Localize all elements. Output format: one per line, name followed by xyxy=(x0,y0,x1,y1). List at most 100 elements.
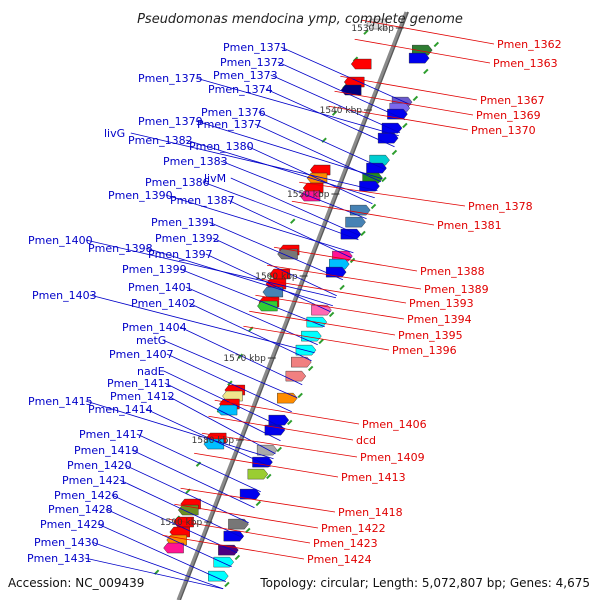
gene-feature-forward[interactable] xyxy=(256,444,278,456)
right-gene-label[interactable]: Pmen_1388 xyxy=(420,265,485,278)
left-gene-label[interactable]: Pmen_1420 xyxy=(67,459,132,472)
left-label-connector xyxy=(145,247,333,307)
left-gene-label[interactable]: Pmen_1428 xyxy=(48,503,113,516)
left-gene-label[interactable]: Pmen_1430 xyxy=(34,536,99,549)
left-gene-label[interactable]: Pmen_1373 xyxy=(213,69,278,82)
gene-feature-forward[interactable] xyxy=(387,108,408,120)
right-gene-label[interactable]: Pmen_1424 xyxy=(307,553,372,566)
left-gene-label[interactable]: Pmen_1429 xyxy=(40,518,105,531)
gene-feature-forward[interactable] xyxy=(268,414,290,426)
gene-feature-reverse[interactable] xyxy=(262,286,284,298)
left-gene-label[interactable]: Pmen_1398 xyxy=(88,242,153,255)
gene-feature-forward[interactable] xyxy=(228,518,249,530)
gene-feature-forward[interactable] xyxy=(285,370,307,382)
gene-feature-reverse[interactable] xyxy=(169,526,190,538)
gene-feature-forward[interactable] xyxy=(311,304,332,316)
gene-feature-reverse[interactable] xyxy=(222,390,243,402)
right-gene-label[interactable]: Pmen_1423 xyxy=(313,537,378,550)
gene-feature-forward[interactable] xyxy=(381,122,403,134)
left-gene-label[interactable]: Pmen_1390 xyxy=(108,189,173,202)
left-gene-label[interactable]: Pmen_1376 xyxy=(201,106,266,119)
right-gene-label[interactable]: Pmen_1406 xyxy=(362,418,427,431)
left-gene-label[interactable]: metG xyxy=(136,334,166,347)
gene-feature-forward[interactable] xyxy=(359,180,380,192)
left-gene-label[interactable]: Pmen_1400 xyxy=(28,234,93,247)
left-gene-label[interactable]: Pmen_1379 xyxy=(138,115,203,128)
gene-feature-forward[interactable] xyxy=(208,570,229,582)
left-gene-label[interactable]: Pmen_1383 xyxy=(163,155,228,168)
left-gene-label[interactable]: Pmen_1392 xyxy=(155,232,220,245)
left-gene-label[interactable]: Pmen_1419 xyxy=(74,444,139,457)
left-gene-label[interactable]: nadE xyxy=(137,365,165,378)
left-gene-label[interactable]: Pmen_1397 xyxy=(148,248,213,261)
gene-feature-forward[interactable] xyxy=(345,216,366,228)
gene-feature-reverse[interactable] xyxy=(366,18,387,30)
gene-feature-reverse[interactable] xyxy=(309,164,331,176)
right-gene-label[interactable]: Pmen_1395 xyxy=(398,329,463,342)
left-gene-label[interactable]: livM xyxy=(204,172,226,185)
gene-feature-forward[interactable] xyxy=(291,356,312,368)
left-gene-label[interactable]: Pmen_1387 xyxy=(170,194,235,207)
right-gene-label[interactable]: Pmen_1393 xyxy=(409,297,474,310)
gene-feature-forward[interactable] xyxy=(366,162,387,174)
gene-feature-forward[interactable] xyxy=(408,52,430,64)
left-gene-label[interactable]: Pmen_1380 xyxy=(189,140,254,153)
right-gene-label[interactable]: Pmen_1381 xyxy=(437,219,502,232)
right-gene-label[interactable]: Pmen_1363 xyxy=(493,57,558,70)
intergenic-marker xyxy=(234,554,241,561)
gene-feature-forward[interactable] xyxy=(223,530,245,542)
gene-feature-reverse[interactable] xyxy=(163,542,184,554)
left-gene-label[interactable]: livG xyxy=(104,127,125,140)
right-gene-label[interactable]: Pmen_1370 xyxy=(471,124,536,137)
gene-feature-reverse[interactable] xyxy=(216,404,238,416)
left-gene-label[interactable]: Pmen_1382 xyxy=(128,134,193,147)
gene-feature-forward[interactable] xyxy=(377,132,399,144)
left-gene-label[interactable]: Pmen_1407 xyxy=(109,348,174,361)
left-gene-label[interactable]: Pmen_1414 xyxy=(88,403,153,416)
left-gene-label[interactable]: Pmen_1375 xyxy=(138,72,203,85)
gene-feature-forward[interactable] xyxy=(252,456,273,468)
left-gene-label[interactable]: Pmen_1417 xyxy=(79,428,144,441)
right-gene-label[interactable]: Pmen_1389 xyxy=(424,283,489,296)
left-gene-label[interactable]: Pmen_1371 xyxy=(223,41,288,54)
right-gene-label[interactable]: Pmen_1396 xyxy=(392,344,457,357)
left-gene-label[interactable]: Pmen_1411 xyxy=(107,377,172,390)
left-gene-label[interactable]: Pmen_1372 xyxy=(220,56,285,69)
right-gene-label[interactable]: Pmen_1378 xyxy=(468,200,533,213)
left-gene-label[interactable]: Pmen_1401 xyxy=(128,281,193,294)
right-gene-label[interactable]: Pmen_1367 xyxy=(480,94,545,107)
left-gene-label[interactable]: Pmen_1374 xyxy=(208,83,273,96)
gene-feature-forward[interactable] xyxy=(247,468,269,480)
gene-feature-forward[interactable] xyxy=(277,392,298,404)
left-gene-label[interactable]: Pmen_1404 xyxy=(122,321,187,334)
gene-feature-forward[interactable] xyxy=(350,204,371,216)
left-gene-label[interactable]: Pmen_1426 xyxy=(54,489,119,502)
gene-feature-reverse[interactable] xyxy=(340,84,362,96)
gene-feature-reverse[interactable] xyxy=(302,182,324,194)
left-gene-label[interactable]: Pmen_1431 xyxy=(27,552,92,565)
right-gene-label[interactable]: Pmen_1418 xyxy=(338,506,403,519)
right-gene-label[interactable]: Pmen_1422 xyxy=(321,522,386,535)
left-gene-label[interactable]: Pmen_1415 xyxy=(28,395,93,408)
right-gene-label[interactable]: Pmen_1409 xyxy=(360,451,425,464)
right-gene-label[interactable]: Pmen_1394 xyxy=(407,313,472,326)
gene-feature-forward[interactable] xyxy=(264,424,286,436)
gene-feature-reverse[interactable] xyxy=(350,58,372,70)
left-gene-label[interactable]: Pmen_1403 xyxy=(32,289,97,302)
right-gene-label[interactable]: Pmen_1413 xyxy=(341,471,406,484)
right-gene-label[interactable]: dcd xyxy=(356,434,376,447)
left-gene-label[interactable]: Pmen_1412 xyxy=(110,390,175,403)
right-gene-label[interactable]: Pmen_1362 xyxy=(497,38,562,51)
left-gene-label[interactable]: Pmen_1399 xyxy=(122,263,187,276)
left-gene-label[interactable]: Pmen_1391 xyxy=(151,216,216,229)
left-gene-label[interactable]: Pmen_1402 xyxy=(131,297,196,310)
gene-feature-forward[interactable] xyxy=(340,228,362,240)
gene-feature-forward[interactable] xyxy=(213,556,234,568)
left-gene-label[interactable]: Pmen_1421 xyxy=(62,474,127,487)
left-gene-label[interactable]: Pmen_1377 xyxy=(197,118,262,131)
gene-feature-reverse[interactable] xyxy=(166,534,187,546)
left-gene-label[interactable]: Pmen_1386 xyxy=(145,176,210,189)
right-gene-label[interactable]: Pmen_1369 xyxy=(476,109,541,122)
gene-feature-reverse[interactable] xyxy=(257,300,278,312)
